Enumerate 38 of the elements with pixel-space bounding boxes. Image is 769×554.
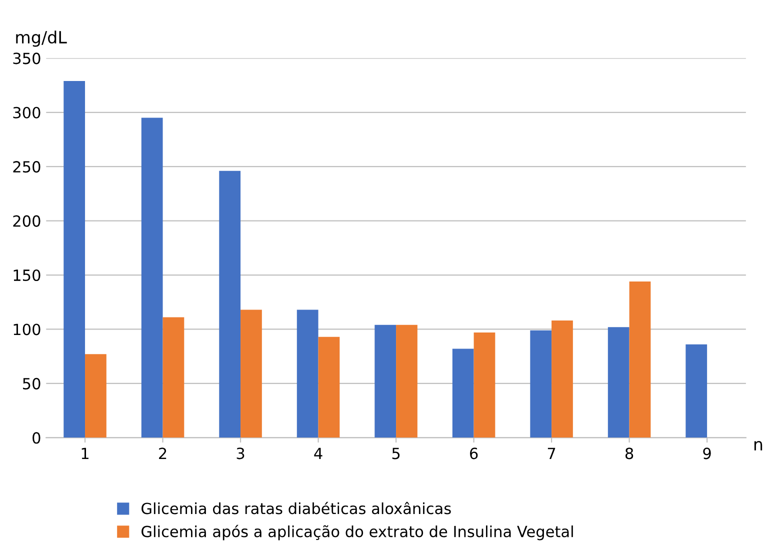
y-tick-label: 100: [14, 324, 40, 336]
bar: [64, 80, 86, 438]
x-tick-label: 1: [82, 448, 88, 459]
x-tick-label: 9: [703, 448, 711, 460]
bar: [552, 320, 573, 438]
bar: [474, 332, 496, 438]
x-tick-label: 8: [625, 448, 634, 460]
bar: [374, 324, 396, 438]
bar: [396, 324, 418, 438]
bar: [318, 336, 340, 438]
y-tick-label: 250: [13, 161, 40, 173]
y-tick-label: 150: [14, 269, 40, 282]
bar: [608, 327, 630, 438]
bar: [629, 282, 651, 438]
y-tick-label: 200: [13, 215, 40, 227]
y-tick-label: 50: [23, 378, 40, 390]
bar: [530, 330, 552, 438]
legend-label: Glicemia das ratas diabéticas aloxânicas: [142, 502, 451, 514]
bar: [219, 170, 241, 438]
x-tick-label: 2: [159, 448, 166, 459]
x-tick-label: 5: [392, 448, 400, 460]
x-axis-title: n: [754, 440, 762, 450]
y-tick-label: 350: [13, 52, 40, 64]
bar: [141, 118, 163, 438]
bar: [85, 354, 106, 438]
y-tick-label: 0: [32, 432, 40, 444]
x-tick-label: 6: [470, 448, 478, 460]
y-axis-title: mg/dL: [16, 30, 67, 47]
x-tick-label: 7: [548, 448, 556, 459]
x-tick-label: 4: [314, 448, 322, 459]
bar: [686, 344, 708, 438]
bar: [240, 310, 262, 438]
legend-label: Glicemia após a aplicação do extrato de Insulina Vegetal: [142, 524, 573, 540]
bar: [162, 317, 184, 438]
x-tick-label: 3: [236, 448, 244, 460]
bar: [296, 310, 318, 438]
y-tick-label: 300: [13, 106, 40, 118]
bar: [452, 348, 474, 438]
